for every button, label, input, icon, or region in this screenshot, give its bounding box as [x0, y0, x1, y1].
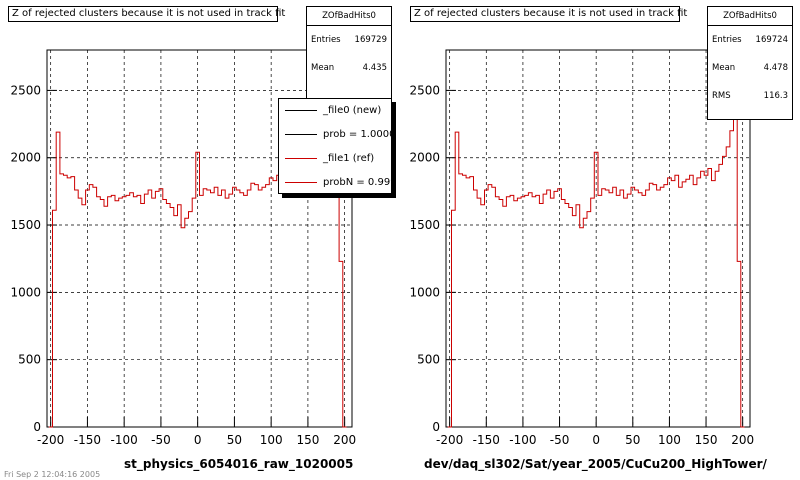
right-x-tick-label-4: 0: [592, 433, 600, 447]
left-x-tick-label-7: 150: [296, 433, 319, 447]
right-x-axis-title: dev/daq_sl302/Sat/year_2005/CuCu200_High…: [424, 457, 767, 471]
right-x-tick-label-7: 150: [695, 433, 718, 447]
right-x-tick-label-0: -200: [436, 433, 463, 447]
left-x-tick-label-1: -150: [74, 433, 101, 447]
right-y-tick-label-2: 1000: [409, 285, 440, 299]
legend-label-prob: prob = 1.000000: [323, 129, 391, 140]
left-y-tick-label-0: 0: [33, 420, 41, 434]
right-stats-entries-value: 169724: [755, 35, 788, 45]
right-plot-title: Z of rejected clusters because it is not…: [410, 6, 687, 22]
left-stats-entries-label: Entries: [311, 35, 341, 45]
right-x-tick-label-2: -100: [509, 433, 536, 447]
left-stats-mean-label: Mean: [311, 63, 335, 73]
legend-entry-new: _file0 (new): [279, 99, 391, 123]
left-x-tick-label-8: 200: [333, 433, 356, 447]
left-x-tick-label-2: -100: [111, 433, 138, 447]
left-y-tick-label-2: 1000: [10, 285, 41, 299]
legend-line-new: [285, 110, 317, 111]
left-stats-name: ZOfBadHits0: [307, 7, 391, 26]
right-x-tick-label-8: 200: [731, 433, 754, 447]
left-stats-mean-row: Mean 4.435: [307, 54, 391, 82]
left-y-tick-label-3: 1500: [10, 218, 41, 232]
left-y-tick-label-5: 2500: [10, 83, 41, 97]
legend-label-probn: probN = 0.999970: [323, 177, 391, 188]
right-stats-entries-row: Entries 169724: [708, 26, 792, 54]
legend-entry-prob: prob = 1.000000: [279, 123, 391, 147]
right-y-tick-label-1: 500: [417, 353, 440, 367]
right-x-tick-label-1: -150: [473, 433, 500, 447]
left-plot-title: Z of rejected clusters because it is not…: [8, 6, 285, 22]
right-y-tick-label-5: 2500: [409, 83, 440, 97]
right-stats-box: ZOfBadHits0 Entries 169724 Mean 4.478 RM…: [707, 6, 793, 120]
legend-entry-ref: _file1 (ref): [279, 147, 391, 171]
left-x-tick-label-4: 0: [194, 433, 202, 447]
right-stats-mean-label: Mean: [712, 63, 736, 73]
right-stats-mean-value: 4.478: [763, 63, 788, 73]
right-y-tick-label-3: 1500: [409, 218, 440, 232]
right-stats-rms-value: 116.3: [763, 91, 788, 101]
left-stats-entries-row: Entries 169729: [307, 26, 391, 54]
right-x-tick-label-3: -50: [550, 433, 570, 447]
right-stats-name: ZOfBadHits0: [708, 7, 792, 26]
left-stats-entries-value: 169729: [354, 35, 387, 45]
left-stats-box: ZOfBadHits0 Entries 169729 Mean 4.435: [306, 6, 392, 100]
footer-timestamp: Fri Sep 2 12:04:16 2005: [4, 470, 101, 479]
left-y-tick-label-1: 500: [18, 353, 41, 367]
left-stats-mean-value: 4.435: [362, 63, 387, 73]
legend-line-ref: [285, 158, 317, 159]
right-stats-rms-row: RMS 116.3: [708, 82, 792, 110]
legend-entry-probn: probN = 0.999970: [279, 171, 391, 193]
left-legend: _file0 (new) prob = 1.000000 _file1 (ref…: [278, 98, 392, 194]
legend-line-probn: [285, 182, 317, 183]
right-histogram-series-0: [447, 89, 745, 428]
left-x-axis-title: st_physics_6054016_raw_1020005: [124, 457, 354, 471]
legend-label-ref: _file1 (ref): [323, 153, 375, 164]
right-x-tick-label-6: 100: [658, 433, 681, 447]
right-stats-entries-label: Entries: [712, 35, 742, 45]
right-plot-frame: [445, 49, 751, 428]
legend-label-new: _file0 (new): [323, 105, 382, 116]
right-stats-mean-row: Mean 4.478: [708, 54, 792, 82]
left-y-tick-label-4: 2000: [10, 151, 41, 165]
right-stats-rms-label: RMS: [712, 91, 731, 101]
left-x-tick-label-3: -50: [151, 433, 171, 447]
left-x-tick-label-5: 50: [227, 433, 242, 447]
right-y-tick-label-4: 2000: [409, 151, 440, 165]
right-y-tick-label-0: 0: [432, 420, 440, 434]
left-x-tick-label-6: 100: [260, 433, 283, 447]
legend-line-prob: [285, 134, 317, 135]
left-x-tick-label-0: -200: [37, 433, 64, 447]
right-x-tick-label-5: 50: [625, 433, 640, 447]
